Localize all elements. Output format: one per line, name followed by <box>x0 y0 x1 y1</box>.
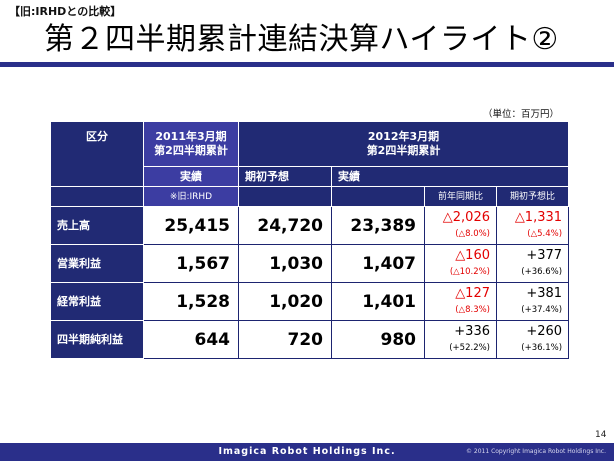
yoy-value: △127 <box>455 285 490 301</box>
vs-plan-value: +381 <box>526 285 563 301</box>
header-group-2012-text: 2012年3月期 第2四半期累計 <box>366 130 441 157</box>
cell-plan-2012: 720 <box>238 320 332 359</box>
header-group-2012: 2012年3月期 第2四半期累計 <box>237 121 570 167</box>
footer-company-name: Imagica Robot Holdings Inc. <box>218 446 396 457</box>
cell-actual-2011: 25,415 <box>143 206 239 245</box>
vs-plan-value: +260 <box>526 323 563 339</box>
cell-yoy: +336 (+52.2%) <box>424 320 497 359</box>
cell-actual-2011: 1,567 <box>143 244 239 283</box>
cell-yoy: △127 (△8.3%) <box>424 282 497 321</box>
header-actual-blank <box>331 186 425 207</box>
cell-actual-2011: 1,528 <box>143 282 239 321</box>
yoy-percent: (+52.2%) <box>449 342 490 353</box>
cell-actual-2011: 644 <box>143 320 239 359</box>
cell-vs-plan: +381 (+37.4%) <box>495 282 570 321</box>
header-blank <box>50 186 144 207</box>
yoy-value: +336 <box>454 323 490 339</box>
cell-vs-plan: △1,331 (△5.4%) <box>495 206 570 245</box>
cell-plan-2012: 1,020 <box>238 282 332 321</box>
header-category: 区分 <box>50 121 144 187</box>
yoy-percent: (△8.3%) <box>455 304 490 315</box>
cell-plan-2012: 24,720 <box>238 206 332 245</box>
cell-actual-2012: 980 <box>331 320 425 359</box>
row-label: 営業利益 <box>50 244 144 283</box>
cell-vs-plan: +377 (+36.6%) <box>495 244 570 283</box>
vs-plan-value: +377 <box>526 247 563 263</box>
yoy-percent: (△8.0%) <box>455 228 490 239</box>
footer-bar: Imagica Robot Holdings Inc. © 2011 Copyr… <box>0 443 614 461</box>
page-title: 第２四半期累計連結決算ハイライト② <box>44 22 559 57</box>
header-actual-2011: 実績 <box>143 166 239 187</box>
table-row: 経常利益 1,528 1,020 1,401 △127 (△8.3%) +381… <box>50 282 570 321</box>
header-plan-blank <box>238 186 332 207</box>
header-actual-2012: 実績 <box>330 166 570 187</box>
footer-copyright: © 2011 Copyright Imagica Robot Holdings … <box>465 448 606 455</box>
vs-plan-percent: (△5.4%) <box>527 228 563 239</box>
highlights-table: 区分 2011年3月期 第2四半期累計 2012年3月期 第2四半期累計 実績 … <box>50 121 570 359</box>
header-yoy: 前年同期比 <box>424 186 497 207</box>
row-label: 経常利益 <box>50 282 144 321</box>
unit-note: （単位：百万円） <box>483 109 560 120</box>
vs-plan-percent: (+36.1%) <box>521 342 563 353</box>
yoy-value: △160 <box>455 247 490 263</box>
cell-yoy: △2,026 (△8.0%) <box>424 206 497 245</box>
header-actual-2011-sub: ※旧:IRHD <box>143 186 239 207</box>
header-group-2011: 2011年3月期 第2四半期累計 <box>143 121 239 167</box>
vs-plan-percent: (+36.6%) <box>521 266 563 277</box>
yoy-value: △2,026 <box>442 209 490 225</box>
page-number: 14 <box>595 430 607 440</box>
cell-actual-2012: 23,389 <box>331 206 425 245</box>
table-row: 売上高 25,415 24,720 23,389 △2,026 (△8.0%) … <box>50 206 570 245</box>
header-plan-2012: 期初予想 <box>238 166 332 187</box>
row-label: 売上高 <box>50 206 144 245</box>
section-tag: 【旧:IRHDとの比較】 <box>9 5 122 18</box>
cell-actual-2012: 1,401 <box>331 282 425 321</box>
header-group-2011-text: 2011年3月期 第2四半期累計 <box>154 130 228 157</box>
cell-yoy: △160 (△10.2%) <box>424 244 497 283</box>
vs-plan-percent: (+37.4%) <box>521 304 563 315</box>
cell-plan-2012: 1,030 <box>238 244 332 283</box>
header-vs-plan: 期初予想比 <box>495 186 570 207</box>
cell-actual-2012: 1,407 <box>331 244 425 283</box>
table-row: 営業利益 1,567 1,030 1,407 △160 (△10.2%) +37… <box>50 244 570 283</box>
vs-plan-value: △1,331 <box>514 209 563 225</box>
title-underline <box>0 62 614 67</box>
yoy-percent: (△10.2%) <box>449 266 490 277</box>
row-label: 四半期純利益 <box>50 320 144 359</box>
cell-vs-plan: +260 (+36.1%) <box>495 320 570 359</box>
table-row: 四半期純利益 644 720 980 +336 (+52.2%) +260 (+… <box>50 320 570 359</box>
